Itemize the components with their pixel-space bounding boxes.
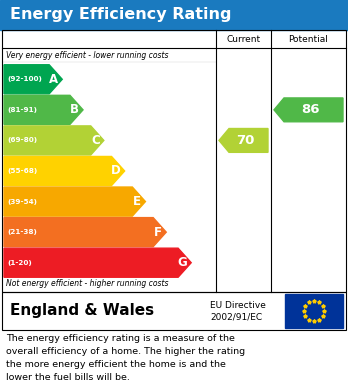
Text: EU Directive
2002/91/EC: EU Directive 2002/91/EC [210, 301, 266, 321]
Text: G: G [178, 256, 188, 269]
Polygon shape [4, 95, 83, 124]
Text: (69-80): (69-80) [7, 137, 37, 143]
Bar [2, 30, 346, 292]
Text: A: A [49, 73, 58, 86]
Polygon shape [4, 248, 191, 277]
Text: Potential: Potential [288, 34, 329, 43]
Text: Very energy efficient - lower running costs: Very energy efficient - lower running co… [6, 51, 168, 60]
Polygon shape [4, 187, 145, 216]
Text: D: D [111, 165, 121, 178]
Text: (81-91): (81-91) [7, 107, 37, 113]
Text: (39-54): (39-54) [7, 199, 37, 204]
Text: 70: 70 [236, 134, 255, 147]
Text: B: B [70, 103, 79, 117]
Polygon shape [219, 129, 268, 152]
Text: (21-38): (21-38) [7, 229, 37, 235]
Text: (92-100): (92-100) [7, 76, 42, 82]
Text: C: C [91, 134, 100, 147]
Bar [285, 294, 343, 328]
Text: F: F [154, 226, 162, 239]
Text: England & Wales: England & Wales [10, 303, 154, 319]
Polygon shape [4, 65, 62, 94]
Text: 86: 86 [301, 103, 320, 117]
Polygon shape [4, 218, 166, 247]
Text: Not energy efficient - higher running costs: Not energy efficient - higher running co… [6, 279, 168, 288]
Polygon shape [4, 126, 104, 155]
Text: The energy efficiency rating is a measure of the
overall efficiency of a home. T: The energy efficiency rating is a measur… [6, 334, 245, 382]
Bar [2, 292, 346, 330]
Text: E: E [133, 195, 141, 208]
Text: Energy Efficiency Rating: Energy Efficiency Rating [10, 7, 231, 23]
Polygon shape [274, 98, 343, 122]
Text: (1-20): (1-20) [7, 260, 32, 266]
Bar [0, 0, 348, 30]
Text: (55-68): (55-68) [7, 168, 37, 174]
Polygon shape [4, 156, 125, 186]
Text: Current: Current [227, 34, 261, 43]
